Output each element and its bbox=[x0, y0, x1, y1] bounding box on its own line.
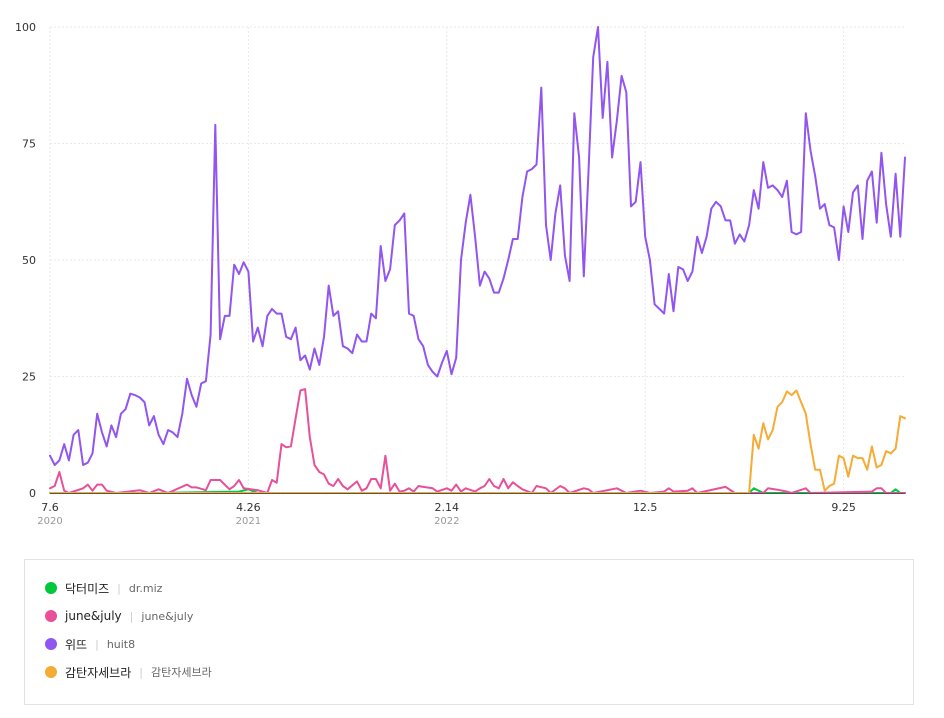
legend-separator: | bbox=[95, 637, 99, 651]
legend-separator: | bbox=[129, 609, 134, 623]
legend-series-alias: 감탄자세브라 bbox=[150, 666, 212, 679]
series-lines bbox=[49, 26, 906, 494]
legend-item-1[interactable]: june&july | june&july bbox=[45, 606, 193, 626]
legend-dot-icon bbox=[45, 638, 57, 650]
legend-series-name: 감탄자세브라 bbox=[65, 665, 132, 680]
x-tick-label: 12.5 bbox=[633, 501, 658, 514]
legend-series-name: 닥터미즈 bbox=[65, 581, 110, 596]
x-tick-year-label: 2022 bbox=[434, 516, 459, 527]
x-tick-label: 2.14 bbox=[435, 501, 460, 514]
x-tick-label: 9.25 bbox=[831, 501, 856, 514]
y-tick-label: 50 bbox=[22, 254, 36, 267]
legend-series-alias: huit8 bbox=[106, 637, 136, 651]
series-line-2 bbox=[49, 26, 906, 466]
legend-item-2[interactable]: 위뜨 | huit8 bbox=[45, 634, 135, 654]
series-line-1 bbox=[49, 388, 906, 494]
legend-series-name: 위뜨 bbox=[65, 637, 88, 652]
x-tick-label: 7.6 bbox=[41, 501, 59, 514]
legend-dot-icon bbox=[45, 610, 57, 622]
y-tick-label: 100 bbox=[15, 21, 36, 34]
legend-series-alias: dr.miz bbox=[128, 581, 163, 595]
legend: 닥터미즈 | dr.miz june&july | june&july 위뜨 | huit8 감탄… bbox=[24, 559, 914, 705]
legend-separator: | bbox=[139, 665, 143, 679]
legend-series-alias: june&july bbox=[141, 609, 194, 623]
y-axis-ticks: 0 25 50 75 100 bbox=[15, 21, 36, 500]
legend-series-name: june&july bbox=[65, 609, 122, 623]
y-tick-label: 0 bbox=[29, 487, 36, 500]
gridlines bbox=[49, 26, 905, 493]
y-tick-label: 25 bbox=[22, 371, 36, 384]
x-axis-ticks: 7.6 2020 4.26 2021 2.14 2022 12.5 9.25 bbox=[37, 501, 856, 527]
y-tick-label: 75 bbox=[22, 138, 36, 151]
legend-item-3[interactable]: 감탄자세브라 | 감탄자세브라 bbox=[45, 662, 212, 682]
x-tick-year-label: 2021 bbox=[236, 516, 261, 527]
legend-dot-icon bbox=[45, 666, 57, 678]
x-tick-year-label: 2020 bbox=[37, 516, 62, 527]
trend-line-chart: 0 25 50 75 100 7.6 2020 4.26 2021 2.14 2022 12.5 9.… bbox=[15, 21, 906, 527]
legend-separator: | bbox=[117, 581, 121, 595]
legend-dot-icon bbox=[45, 582, 57, 594]
x-tick-label: 4.26 bbox=[236, 501, 261, 514]
legend-item-0[interactable]: 닥터미즈 | dr.miz bbox=[45, 578, 162, 598]
series-line-3 bbox=[49, 389, 906, 494]
series-line-0 bbox=[49, 487, 906, 494]
